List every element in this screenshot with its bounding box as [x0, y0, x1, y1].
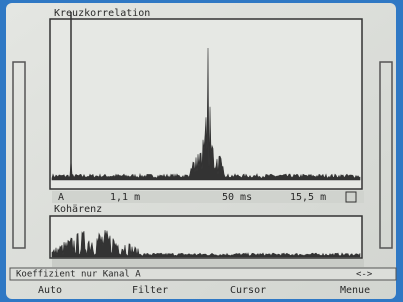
axis-strip: [52, 259, 364, 267]
plot-title: Kreuzkorrelation: [54, 8, 150, 19]
channel-label: A: [58, 192, 64, 203]
menu-item[interactable]: Cursor: [230, 285, 266, 296]
axis-label: 1,1 m: [110, 192, 140, 203]
menu-item[interactable]: Filter: [132, 285, 168, 296]
menu-item[interactable]: Menue: [340, 285, 370, 296]
axis-label: 50 ms: [222, 192, 252, 203]
axis-label: 15,5 m: [290, 192, 326, 203]
device-screen: Kreuzkorrelation A 1,1 m 50 ms 15,5 m Ko…: [0, 0, 403, 302]
status-indicator: <->: [356, 270, 373, 280]
menu-item[interactable]: Auto: [38, 285, 62, 296]
status-message: Koeffizient nur Kanal A: [16, 270, 141, 280]
panel-title: Kohärenz: [54, 204, 102, 215]
page: {"header": {"title": "Kreuzkorrelation"}…: [0, 0, 403, 302]
